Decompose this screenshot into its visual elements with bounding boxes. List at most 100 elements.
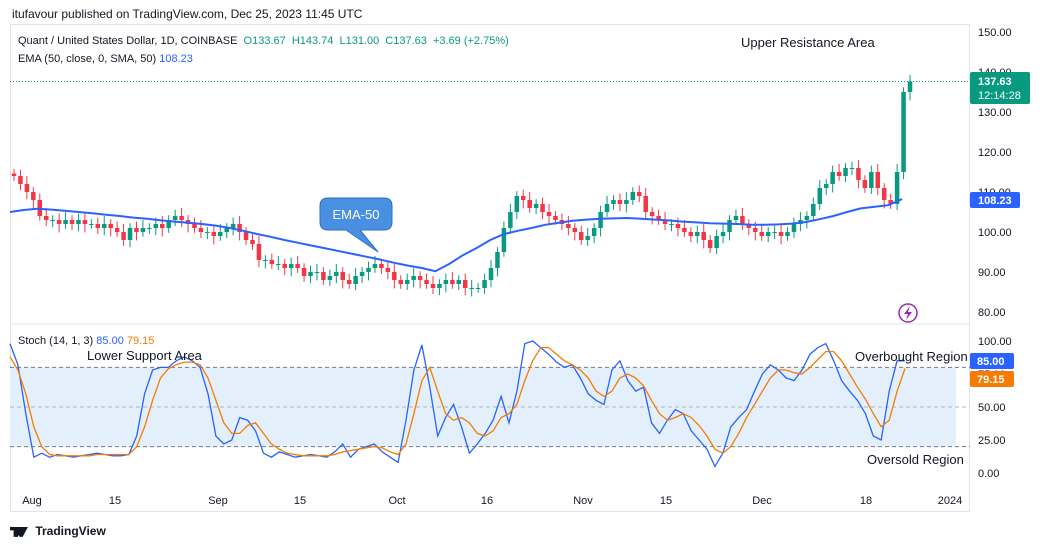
ema-badge-value: 108.23 bbox=[978, 195, 1012, 207]
candle-body bbox=[89, 224, 94, 225]
candle-body bbox=[24, 184, 30, 192]
candle bbox=[237, 216, 242, 241]
candle-body bbox=[243, 232, 249, 240]
candle-body bbox=[546, 212, 552, 216]
candle bbox=[488, 260, 494, 288]
price-badge bbox=[970, 72, 1030, 104]
candle-body bbox=[295, 264, 300, 268]
candle-body bbox=[288, 264, 294, 268]
candle-body bbox=[714, 236, 719, 248]
candle-body bbox=[604, 204, 610, 212]
candle bbox=[611, 195, 616, 210]
candle bbox=[172, 209, 178, 226]
candle-body bbox=[114, 228, 120, 232]
ema-badge bbox=[970, 192, 1020, 208]
candle bbox=[179, 208, 184, 228]
candle bbox=[243, 227, 249, 245]
candle bbox=[604, 196, 610, 217]
candle-body bbox=[875, 172, 881, 188]
time-tick-label: 2024 bbox=[938, 495, 962, 507]
candle bbox=[314, 264, 320, 281]
candle-body bbox=[720, 232, 726, 236]
candle-body bbox=[727, 220, 732, 232]
candle-body bbox=[121, 232, 126, 240]
candle-body bbox=[695, 232, 700, 236]
candle bbox=[836, 164, 842, 181]
candle-body bbox=[669, 224, 674, 225]
candle-body bbox=[888, 200, 893, 204]
ema-legend[interactable]: EMA (50, close, 0, SMA, 50) 108.23 bbox=[18, 53, 193, 65]
footer-label: TradingView bbox=[35, 524, 106, 538]
lightning-icon[interactable] bbox=[898, 303, 918, 323]
candle bbox=[205, 227, 210, 240]
stoch-label: Stoch (14, 1, 3) bbox=[18, 335, 94, 347]
candle-body bbox=[772, 232, 777, 233]
candle-body bbox=[147, 228, 152, 229]
candle-body bbox=[346, 280, 352, 284]
candle bbox=[456, 275, 462, 290]
candle-body bbox=[643, 196, 648, 212]
candle-body bbox=[359, 272, 365, 276]
candle-body bbox=[617, 200, 623, 204]
candle-body bbox=[211, 232, 217, 236]
candle bbox=[437, 279, 442, 296]
tradingview-logo[interactable]: TradingView bbox=[10, 524, 106, 538]
candle-body bbox=[630, 192, 636, 200]
candle-body bbox=[179, 216, 184, 220]
time-tick-label: 15 bbox=[294, 495, 306, 507]
stoch-tick-label: 0.00 bbox=[978, 468, 999, 480]
candle-body bbox=[701, 232, 706, 240]
publish-line: itufavour published on TradingView.com, … bbox=[12, 7, 363, 21]
candle-body bbox=[205, 232, 210, 233]
candle bbox=[572, 223, 578, 241]
candle-body bbox=[43, 216, 49, 220]
oversold-label: Oversold Region bbox=[867, 452, 964, 467]
candle-body bbox=[166, 220, 171, 228]
candle bbox=[462, 273, 468, 296]
candle-body bbox=[566, 224, 571, 228]
candle bbox=[598, 205, 603, 237]
candle bbox=[740, 208, 745, 230]
stoch-legend[interactable]: Stoch (14, 1, 3) 85.00 79.15 bbox=[18, 335, 154, 347]
candle bbox=[321, 267, 326, 285]
candle bbox=[688, 227, 694, 242]
ema-callout-label: EMA-50 bbox=[333, 207, 380, 222]
stoch-k-badge bbox=[970, 353, 1014, 369]
candle-body bbox=[82, 220, 88, 224]
candle-body bbox=[269, 260, 275, 264]
candle bbox=[637, 185, 642, 202]
candle-body bbox=[527, 200, 532, 208]
candle-body bbox=[740, 216, 745, 224]
candle-body bbox=[836, 172, 842, 176]
candle bbox=[849, 161, 855, 176]
candle bbox=[482, 273, 487, 294]
candle bbox=[114, 221, 120, 237]
candle-body bbox=[907, 81, 913, 92]
candle-body bbox=[424, 280, 429, 284]
candle-body bbox=[733, 216, 739, 220]
candle bbox=[334, 264, 339, 284]
stoch-d-line bbox=[9, 346, 906, 457]
candle bbox=[346, 273, 352, 289]
candle bbox=[540, 197, 545, 220]
candle bbox=[720, 224, 726, 244]
candle-body bbox=[172, 216, 178, 220]
candle bbox=[140, 220, 146, 237]
stoch-k-value: 85.00 bbox=[96, 335, 124, 347]
candle bbox=[359, 267, 365, 284]
candle-body bbox=[456, 280, 462, 284]
candle-body bbox=[153, 224, 159, 228]
candle bbox=[811, 197, 816, 221]
candle bbox=[804, 211, 810, 229]
time-tick-label: 18 bbox=[860, 495, 872, 507]
candle bbox=[527, 192, 532, 213]
candle bbox=[881, 183, 887, 209]
candle bbox=[379, 259, 384, 274]
candle-body bbox=[649, 212, 655, 216]
candle bbox=[772, 225, 777, 240]
candle bbox=[69, 215, 75, 230]
candle bbox=[566, 216, 571, 236]
candle bbox=[707, 235, 713, 253]
candle-body bbox=[250, 240, 255, 244]
